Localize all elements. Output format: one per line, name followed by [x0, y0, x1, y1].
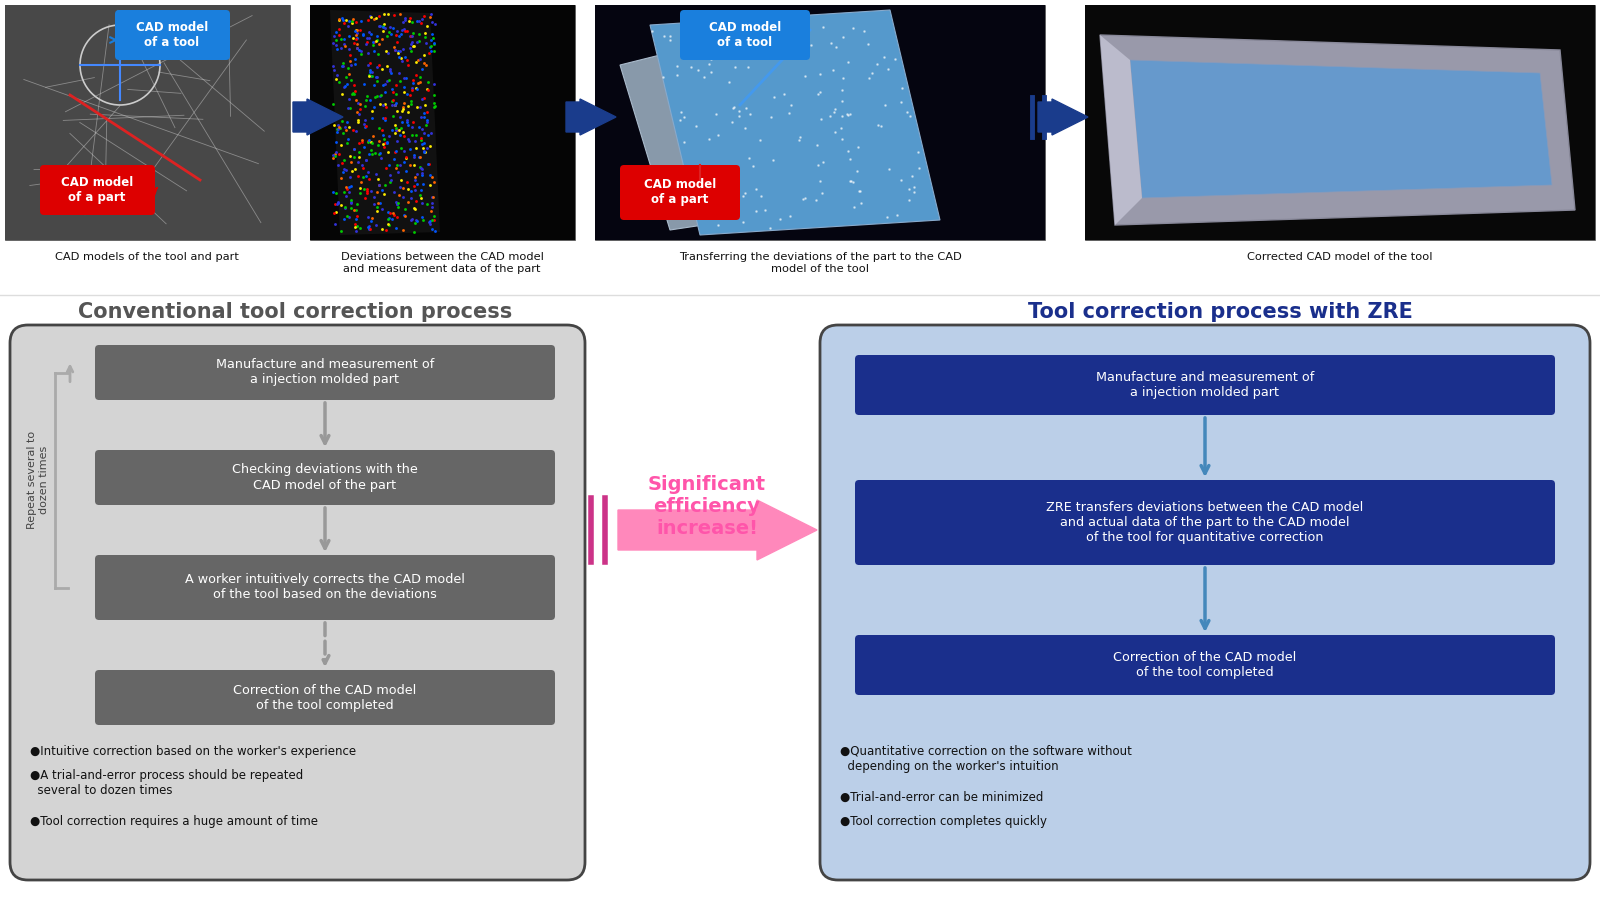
- Text: Deviations between the CAD model
and measurement data of the part: Deviations between the CAD model and mea…: [341, 252, 544, 274]
- Text: Corrected CAD model of the tool: Corrected CAD model of the tool: [1248, 252, 1432, 262]
- Polygon shape: [1038, 99, 1088, 135]
- Polygon shape: [293, 99, 342, 135]
- Text: Correction of the CAD model
of the tool completed: Correction of the CAD model of the tool …: [1114, 651, 1296, 679]
- Text: ●Tool correction completes quickly: ●Tool correction completes quickly: [840, 815, 1046, 828]
- Text: CAD model
of a part: CAD model of a part: [61, 176, 133, 204]
- FancyBboxPatch shape: [94, 345, 555, 400]
- Text: Significant: Significant: [648, 475, 766, 494]
- FancyBboxPatch shape: [854, 480, 1555, 565]
- Text: ●Trial-and-error can be minimized: ●Trial-and-error can be minimized: [840, 791, 1043, 804]
- Bar: [595, 5, 1045, 240]
- Text: CAD model
of a part: CAD model of a part: [643, 178, 717, 206]
- Text: efficiency: efficiency: [653, 497, 760, 516]
- Polygon shape: [1101, 35, 1574, 225]
- FancyBboxPatch shape: [621, 165, 739, 220]
- Text: Repeat several to
dozen times: Repeat several to dozen times: [27, 431, 50, 529]
- Text: ●Tool correction requires a huge amount of time: ●Tool correction requires a huge amount …: [30, 815, 318, 828]
- Bar: [1085, 5, 1595, 240]
- Polygon shape: [650, 10, 941, 235]
- Polygon shape: [618, 500, 818, 560]
- Text: ●A trial-and-error process should be repeated
  several to dozen times: ●A trial-and-error process should be rep…: [30, 769, 304, 797]
- Text: increase!: increase!: [656, 519, 758, 538]
- Polygon shape: [621, 15, 870, 230]
- FancyBboxPatch shape: [94, 450, 555, 505]
- Text: A worker intuitively corrects the CAD model
of the tool based on the deviations: A worker intuitively corrects the CAD mo…: [186, 574, 466, 602]
- Polygon shape: [330, 10, 440, 235]
- FancyBboxPatch shape: [10, 325, 586, 880]
- Bar: [310, 5, 574, 240]
- FancyBboxPatch shape: [94, 555, 555, 620]
- Text: Manufacture and measurement of
a injection molded part: Manufacture and measurement of a injecti…: [216, 358, 434, 386]
- FancyBboxPatch shape: [819, 325, 1590, 880]
- Bar: [595, 5, 1045, 240]
- Polygon shape: [1130, 60, 1552, 198]
- Text: ●Intuitive correction based on the worker's experience: ●Intuitive correction based on the worke…: [30, 745, 357, 758]
- Text: CAD model
of a tool: CAD model of a tool: [709, 21, 781, 49]
- Text: Conventional tool correction process: Conventional tool correction process: [78, 302, 512, 322]
- FancyBboxPatch shape: [854, 355, 1555, 415]
- Text: Correction of the CAD model
of the tool completed: Correction of the CAD model of the tool …: [234, 683, 416, 711]
- FancyBboxPatch shape: [94, 670, 555, 725]
- Text: ●Quantitative correction on the software without
  depending on the worker's int: ●Quantitative correction on the software…: [840, 745, 1131, 773]
- Text: CAD model
of a tool: CAD model of a tool: [136, 21, 208, 49]
- FancyBboxPatch shape: [115, 10, 230, 60]
- Bar: [1085, 5, 1595, 240]
- Text: Transferring the deviations of the part to the CAD
model of the tool: Transferring the deviations of the part …: [678, 252, 962, 274]
- FancyBboxPatch shape: [680, 10, 810, 60]
- Bar: [5, 5, 290, 240]
- Text: Manufacture and measurement of
a injection molded part: Manufacture and measurement of a injecti…: [1096, 371, 1314, 399]
- Bar: [5, 5, 290, 240]
- Bar: [310, 5, 574, 240]
- FancyBboxPatch shape: [854, 635, 1555, 695]
- Text: CAD models of the tool and part: CAD models of the tool and part: [54, 252, 238, 262]
- Text: Tool correction process with ZRE: Tool correction process with ZRE: [1027, 302, 1413, 322]
- Polygon shape: [566, 99, 616, 135]
- Polygon shape: [1101, 35, 1142, 225]
- Text: ZRE transfers deviations between the CAD model
and actual data of the part to th: ZRE transfers deviations between the CAD…: [1046, 501, 1363, 544]
- FancyBboxPatch shape: [40, 165, 155, 215]
- Text: Checking deviations with the
CAD model of the part: Checking deviations with the CAD model o…: [232, 463, 418, 491]
